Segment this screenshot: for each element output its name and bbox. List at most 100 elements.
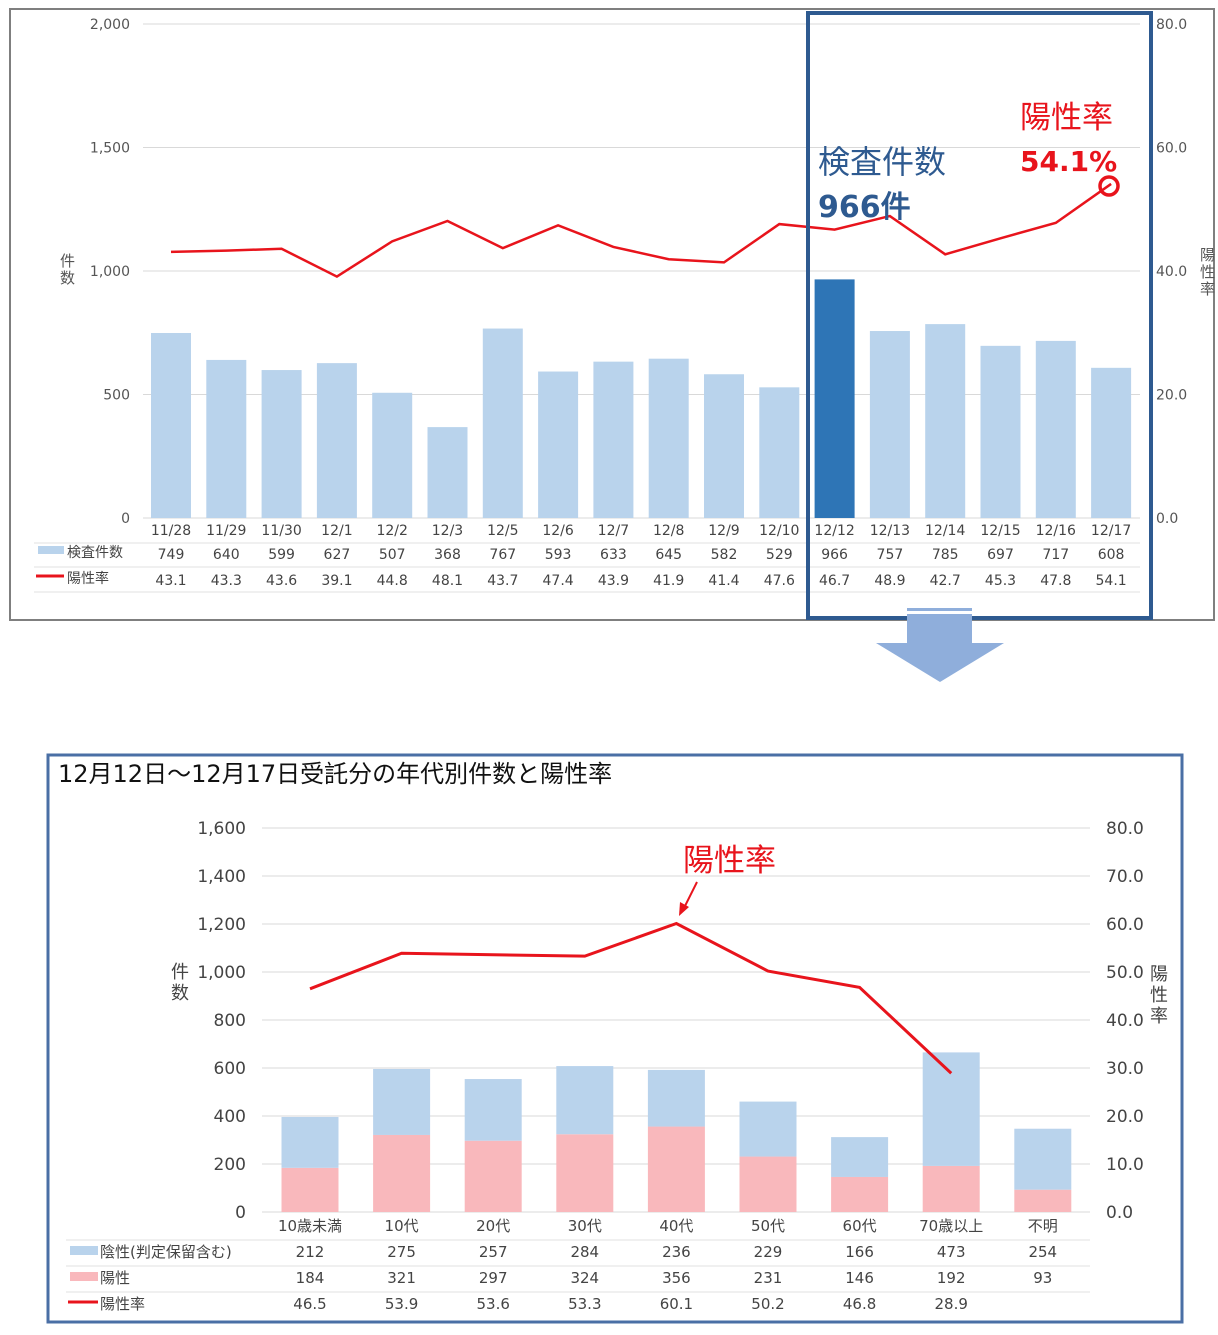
chart2-legend-negative-swatch <box>70 1246 98 1255</box>
chart1-rate-line <box>170 182 1112 278</box>
chart1-bar <box>980 345 1021 518</box>
chart2-rate-value-label: 53.9 <box>385 1295 418 1313</box>
chart1-x-tick-label: 11/28 <box>151 523 191 539</box>
annotation-count-title: 検査件数 <box>818 143 946 181</box>
chart2-negative-value-label: 284 <box>570 1243 599 1261</box>
chart1-y2-tick-label: 0.0 <box>1156 511 1178 527</box>
chart2-bar-positive <box>739 1156 797 1212</box>
chart2-x-tick-label: 20代 <box>476 1217 510 1235</box>
chart1-x-tick-label: 12/10 <box>759 523 799 539</box>
chart2-x-tick-label: 50代 <box>751 1217 785 1235</box>
chart1-count-value-label: 608 <box>1098 547 1125 563</box>
chart2-y-tick-label: 200 <box>214 1155 246 1175</box>
chart1-legend-rate-label: 陽性率 <box>67 570 109 587</box>
chart1-rate-value-label: 45.3 <box>985 573 1016 589</box>
chart1-rate-value-label: 48.9 <box>874 573 905 589</box>
chart2-negative-value-label: 229 <box>754 1243 783 1261</box>
chart2-positive-value-label: 324 <box>570 1269 599 1287</box>
chart2-y-tick-label: 1,400 <box>197 867 246 887</box>
chart1-count-value-label: 582 <box>711 547 738 563</box>
chart1-rate-value-label: 43.6 <box>266 573 297 589</box>
chart1-rate-value-label: 43.9 <box>598 573 629 589</box>
chart1-bar <box>151 332 191 518</box>
chart2-positive-value-label: 231 <box>754 1269 783 1287</box>
chart2-frame <box>46 753 1184 1324</box>
chart1-count-value-label: 767 <box>489 547 516 563</box>
chart2-y2-tick-label: 40.0 <box>1106 1011 1144 1031</box>
chart2-positive-value-label: 297 <box>479 1269 508 1287</box>
chart1-x-tick-label: 11/29 <box>206 523 246 539</box>
chart2-y-tick-label: 1,600 <box>197 819 246 839</box>
chart1-count-value-label: 627 <box>324 547 351 563</box>
chart1-rate-value-label: 41.9 <box>653 573 684 589</box>
chart2-rate-value-label: 28.9 <box>934 1295 967 1313</box>
chart2-bar-negative <box>556 1066 614 1135</box>
chart1-rate-value-label: 48.1 <box>432 573 463 589</box>
chart1-count-value-label: 697 <box>987 547 1014 563</box>
chart2-y-tick-label: 800 <box>214 1011 246 1031</box>
chart2-y-tick-label: 400 <box>214 1107 246 1127</box>
chart1-count-value-label: 529 <box>766 547 793 563</box>
chart2-bar-negative <box>373 1068 431 1135</box>
chart2-y2-tick-label: 0.0 <box>1106 1203 1133 1223</box>
chart1-rate-value-label: 47.4 <box>543 573 574 589</box>
chart1-rate-value-label: 44.8 <box>377 573 408 589</box>
chart2-bar-positive <box>281 1167 339 1212</box>
chart1-count-value-label: 717 <box>1042 547 1069 563</box>
chart2-rate-value-label: 46.8 <box>843 1295 876 1313</box>
chart1-x-tick-label: 12/8 <box>653 523 684 539</box>
chart2-positive-value-label: 192 <box>937 1269 966 1287</box>
chart2-x-tick-label: 40代 <box>659 1217 693 1235</box>
chart1-y-axis-label: 件数 <box>60 252 75 287</box>
chart2-bar-positive <box>1014 1189 1072 1212</box>
chart2-rate-line <box>309 921 953 1075</box>
chart2-y2-axis: 80.0 70.0 60.0 50.0 40.0 30.0 20.0 10.0 0.0 <box>1106 819 1144 1223</box>
chart1-x-tick-label: 12/16 <box>1036 523 1076 539</box>
chart2-bar-negative <box>922 1052 980 1166</box>
chart1-data-table: 11/28 749 43.1 11/29 640 43.3 11/30 599 43.6 12/1… <box>34 523 1140 593</box>
chart2-rate-polyline <box>309 921 953 1075</box>
chart1-x-tick-label: 12/12 <box>814 523 854 539</box>
chart2-rate-value-label: 46.5 <box>293 1295 326 1313</box>
chart2-x-tick-label: 70歳以上 <box>919 1217 983 1235</box>
chart1-count-value-label: 966 <box>821 547 848 563</box>
chart1-bar <box>482 328 523 518</box>
chart1-count-value-label: 633 <box>600 547 627 563</box>
chart1-bar <box>261 370 302 518</box>
chart2-positive-value-label: 93 <box>1033 1269 1052 1287</box>
chart2-annotation-rate-title: 陽性率 <box>683 843 776 879</box>
chart2-bar-negative <box>739 1101 797 1157</box>
chart1-y2-tick-label: 40.0 <box>1156 264 1187 280</box>
chart1-rate-value-label: 54.1 <box>1096 573 1127 589</box>
chart1-x-tick-label: 12/5 <box>487 523 518 539</box>
chart2-bars <box>281 1052 1072 1212</box>
chart1-y-tick-label: 1,000 <box>90 264 130 280</box>
chart2-y-axis-label: 件数 <box>171 962 189 1004</box>
chart1-bar <box>1091 367 1132 518</box>
chart1-rate-value-label: 39.1 <box>321 573 352 589</box>
chart1-gridlines <box>143 23 1140 519</box>
chart2-bar-negative <box>831 1137 889 1177</box>
chart2-x-tick-label: 10代 <box>385 1217 419 1235</box>
chart2-legend-rate-label: 陽性率 <box>100 1295 145 1313</box>
chart2-bar-positive <box>922 1165 980 1212</box>
chart2-title: 12月12日～12月17日受託分の年代別件数と陽性率 <box>58 760 612 788</box>
chart2-bar-positive <box>373 1134 431 1212</box>
chart2-negative-value-label: 212 <box>296 1243 325 1261</box>
chart1-x-tick-label: 12/2 <box>376 523 407 539</box>
chart1-x-tick-label: 12/9 <box>708 523 739 539</box>
chart1-x-tick-label: 11/30 <box>261 523 301 539</box>
chart1-rate-value-label: 43.1 <box>155 573 186 589</box>
chart2-bar-positive <box>831 1176 889 1212</box>
chart2-y2-tick-label: 10.0 <box>1106 1155 1144 1175</box>
chart1-y2-tick-label: 20.0 <box>1156 388 1187 404</box>
chart1-rate-value-label: 43.3 <box>211 573 242 589</box>
chart2-legend-negative-label: 陰性(判定保留含む) <box>100 1243 232 1261</box>
chart1-y2-axis: 80.0 60.0 40.0 20.0 0.0 <box>1156 17 1187 527</box>
chart1-x-tick-label: 12/14 <box>925 523 965 539</box>
annotation-count-value: 966件 <box>818 190 911 225</box>
chart1-x-tick-label: 12/17 <box>1091 523 1131 539</box>
chart2-bar-positive <box>647 1126 705 1212</box>
chart1-rate-value-label: 43.7 <box>487 573 518 589</box>
